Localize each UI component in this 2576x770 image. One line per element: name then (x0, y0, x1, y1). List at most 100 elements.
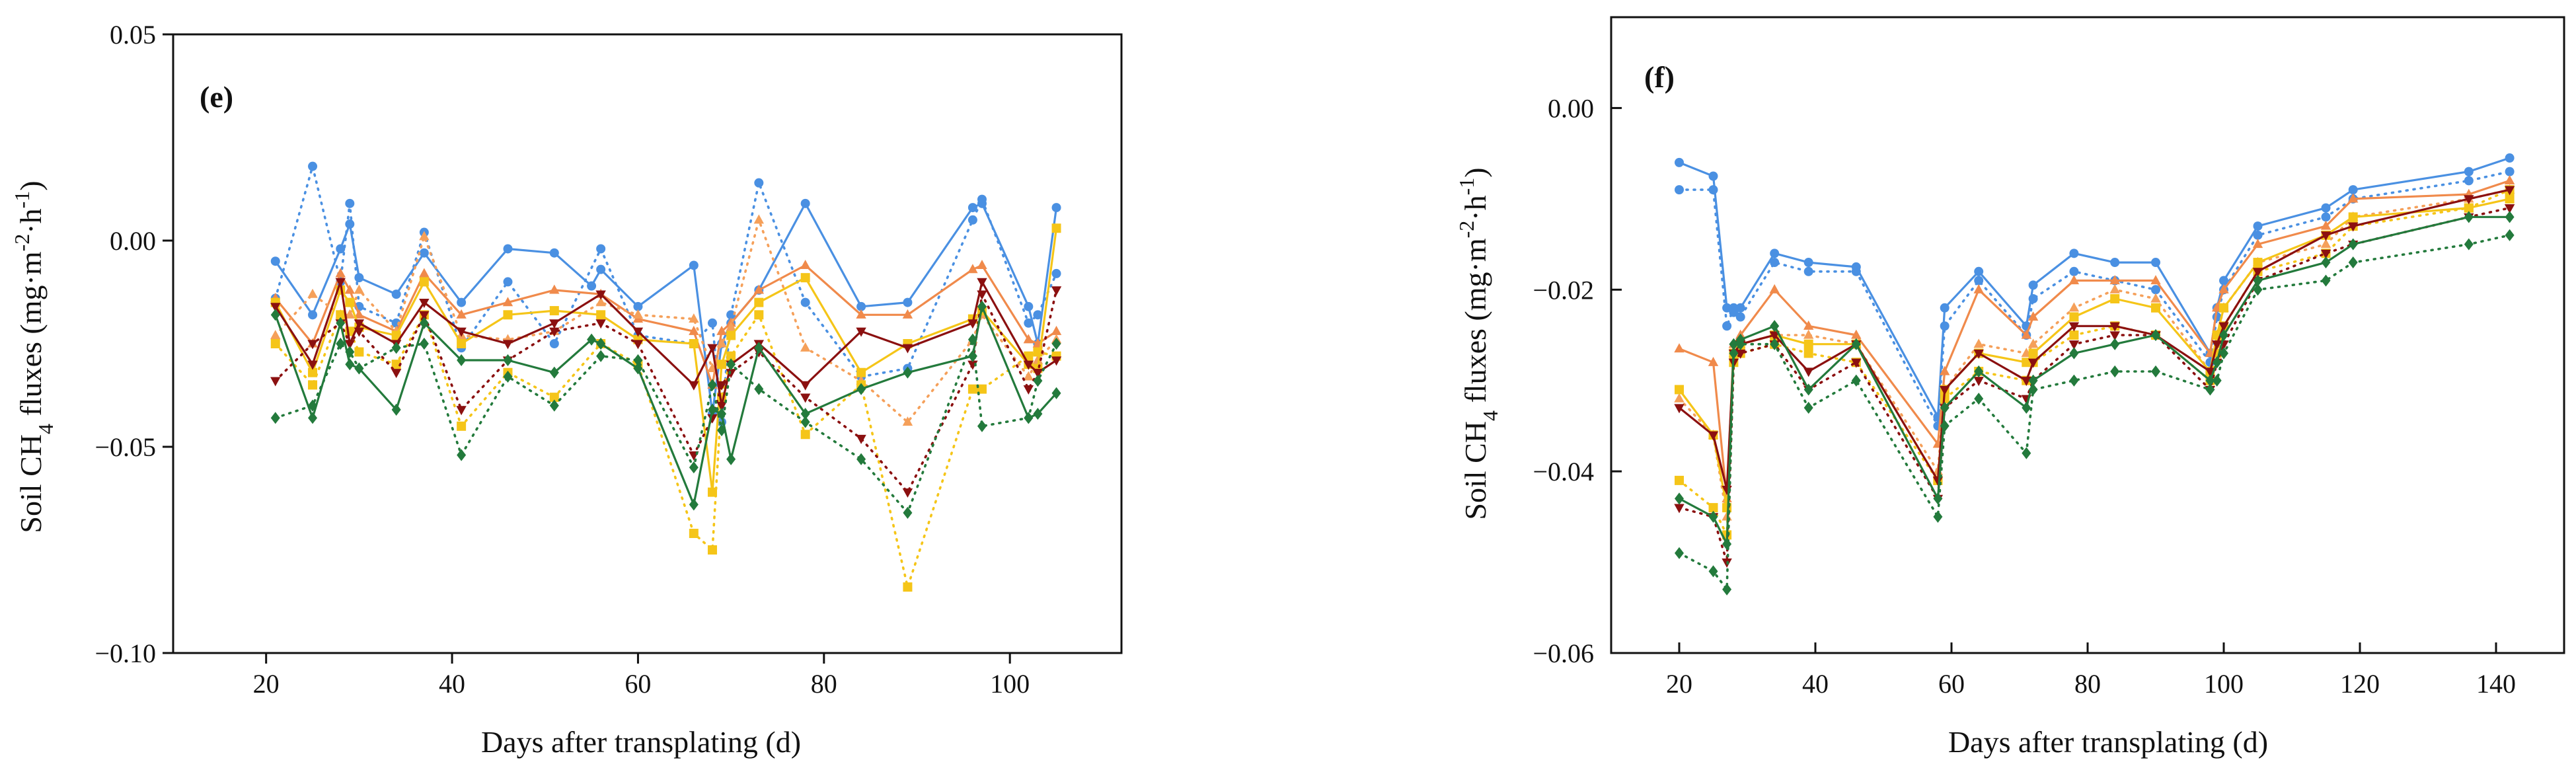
x-axis-title-e: Days after transplating (d) (481, 725, 801, 759)
data-point-e-9-21 (977, 420, 987, 432)
data-point-e-8-16 (726, 453, 736, 465)
data-point-e-1-9 (549, 339, 559, 348)
data-point-f-9-19 (2253, 284, 2263, 296)
data-point-e-0-8 (503, 244, 513, 254)
data-point-e-4-7 (457, 339, 467, 348)
data-point-f-6-21 (2348, 222, 2359, 232)
data-point-e-1-16 (754, 178, 764, 188)
data-point-f-8-14 (2110, 338, 2120, 350)
data-point-f-6-18 (2218, 322, 2229, 332)
data-point-e-7-10 (595, 319, 606, 329)
data-point-f-1-20 (2321, 212, 2331, 222)
data-point-f-1-12 (2028, 294, 2038, 304)
data-point-e-3-3 (344, 309, 356, 319)
data-point-f-1-10 (1974, 276, 1984, 286)
data-point-e-8-0 (270, 309, 280, 321)
data-point-e-3-15 (726, 321, 736, 331)
data-point-e-3-6 (419, 231, 430, 241)
data-point-e-8-18 (800, 407, 810, 420)
data-point-f-8-15 (2151, 328, 2160, 342)
series-group-f (1674, 153, 2515, 596)
data-point-f-0-15 (2151, 258, 2160, 268)
data-point-e-1-8 (503, 277, 513, 287)
data-point-f-7-4 (1735, 349, 1746, 359)
data-point-f-9-5 (1770, 338, 1780, 350)
data-point-e-3-4 (354, 284, 365, 294)
data-point-e-6-6 (419, 299, 430, 308)
data-point-e-5-5 (391, 360, 401, 369)
data-point-e-7-22 (1023, 385, 1034, 395)
data-point-f-6-22 (2464, 195, 2474, 205)
data-point-e-0-13 (689, 260, 699, 270)
data-point-e-0-23 (1024, 301, 1034, 311)
data-point-f-9-10 (1974, 393, 1984, 405)
data-point-e-6-22 (1023, 360, 1034, 370)
data-point-f-9-17 (2212, 374, 2222, 387)
data-point-e-5-17 (800, 430, 810, 440)
data-point-e-0-10 (587, 281, 597, 291)
data-point-e-7-3 (344, 340, 356, 350)
data-point-f-0-0 (1675, 157, 1684, 167)
data-point-f-6-9 (1940, 385, 1950, 395)
data-point-f-9-4 (1735, 338, 1745, 350)
data-point-e-5-15 (726, 351, 736, 361)
data-point-f-9-11 (2022, 447, 2031, 459)
data-point-e-6-18 (856, 327, 866, 337)
data-point-e-6-4 (354, 319, 365, 329)
data-point-f-5-13 (2069, 330, 2079, 340)
data-point-f-2-11 (2021, 329, 2031, 339)
data-point-e-4-9 (549, 306, 559, 316)
data-point-e-4-16 (754, 297, 764, 307)
x-tick-label-f-6: 140 (2476, 669, 2516, 699)
data-point-e-1-23 (1033, 310, 1043, 320)
data-point-e-3-10 (595, 297, 606, 307)
data-point-f-8-10 (1974, 365, 1984, 378)
data-point-f-9-21 (2348, 256, 2358, 269)
data-point-e-9-3 (345, 346, 355, 358)
x-tick-label-f-3: 80 (2074, 669, 2101, 699)
data-point-f-6-10 (1973, 349, 1984, 359)
data-point-f-1-9 (1940, 321, 1950, 331)
data-point-e-9-15 (726, 358, 736, 371)
data-point-e-5-0 (270, 339, 280, 348)
data-point-e-8-1 (308, 412, 318, 424)
data-point-f-6-23 (2504, 186, 2515, 196)
data-point-e-4-5 (391, 330, 401, 340)
data-point-e-4-12 (689, 339, 699, 348)
data-point-f-8-1 (1708, 510, 1718, 523)
data-point-e-3-14 (716, 338, 727, 348)
data-point-f-9-18 (2219, 347, 2228, 360)
x-tick-label-e-1: 40 (439, 669, 465, 699)
data-point-e-9-2 (336, 337, 346, 350)
data-point-e-7-23 (1032, 369, 1043, 379)
data-point-e-2-22 (1023, 334, 1034, 344)
data-point-e-6-17 (800, 381, 811, 391)
x-tick-label-f-4: 100 (2204, 669, 2244, 699)
data-point-f-0-6 (1803, 258, 1813, 268)
data-point-e-8-25 (1051, 387, 1061, 399)
data-point-e-8-22 (977, 300, 987, 313)
data-point-f-3-10 (1973, 338, 1984, 348)
data-point-e-6-11 (632, 327, 644, 337)
data-point-e-8-5 (391, 403, 401, 416)
data-point-f-0-20 (2321, 203, 2331, 213)
data-point-f-6-16 (2205, 367, 2216, 377)
data-point-e-2-19 (902, 309, 913, 319)
series-line-f-3 (1678, 188, 2511, 518)
data-point-f-0-21 (2348, 185, 2358, 195)
data-point-e-3-22 (1023, 371, 1034, 381)
data-point-e-3-0 (270, 330, 281, 340)
data-point-f-2-5 (1769, 284, 1780, 293)
data-point-e-2-2 (335, 268, 346, 278)
data-point-e-5-4 (354, 347, 364, 357)
data-point-f-9-9 (1940, 420, 1950, 432)
data-point-f-4-12 (2028, 348, 2038, 358)
data-point-e-9-0 (270, 412, 280, 424)
data-point-f-0-18 (2219, 276, 2228, 286)
series-line-e-5 (274, 313, 1058, 589)
data-point-e-3-23 (1032, 354, 1043, 364)
data-point-f-3-20 (2320, 239, 2331, 249)
data-point-f-6-6 (1803, 367, 1814, 377)
data-point-e-6-8 (502, 340, 513, 350)
data-point-f-4-6 (1803, 339, 1813, 349)
